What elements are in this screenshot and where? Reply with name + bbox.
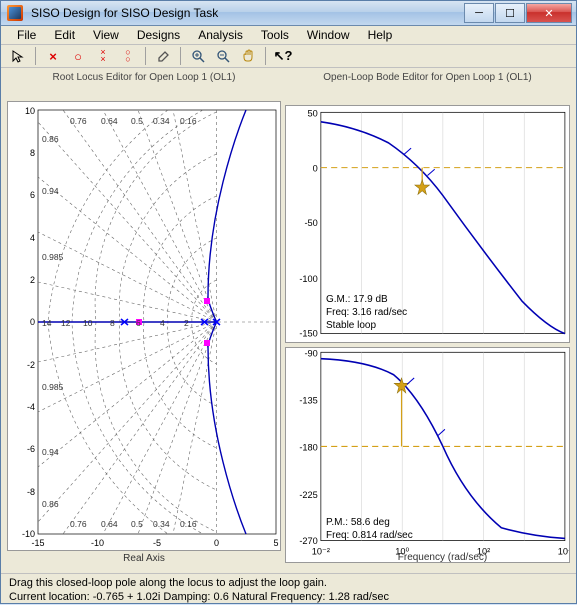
- menu-tools[interactable]: Tools: [253, 26, 297, 44]
- window-title: SISO Design for SISO Design Task: [29, 6, 464, 20]
- svg-text:4: 4: [160, 318, 165, 328]
- whats-this-icon[interactable]: ↖?: [272, 45, 294, 67]
- gm-annotation: G.M.: 17.9 dB Freq: 3.16 rad/sec Stable …: [326, 293, 407, 332]
- menu-view[interactable]: View: [85, 26, 127, 44]
- rl-xlabel: Real Axis: [8, 553, 280, 564]
- pan-tool-icon[interactable]: [237, 45, 259, 67]
- svg-text:-100: -100: [299, 274, 317, 284]
- svg-text:8: 8: [30, 148, 35, 158]
- pm-freq: Freq: 0.814 rad/sec: [326, 529, 413, 542]
- svg-text:0.94: 0.94: [42, 447, 59, 457]
- svg-text:4: 4: [30, 233, 35, 243]
- svg-text:0.34: 0.34: [153, 116, 170, 126]
- pm-value: P.M.: 58.6 deg: [326, 516, 413, 529]
- svg-text:-270: -270: [299, 535, 317, 546]
- svg-text:0.64: 0.64: [101, 519, 118, 529]
- svg-text:0.64: 0.64: [101, 116, 118, 126]
- menu-help[interactable]: Help: [360, 26, 401, 44]
- zoom-in-icon[interactable]: [187, 45, 209, 67]
- close-button[interactable]: ✕: [526, 3, 572, 23]
- svg-text:-8: -8: [27, 487, 35, 497]
- svg-text:0: 0: [30, 317, 35, 327]
- svg-text:-4: -4: [27, 402, 35, 412]
- menu-designs[interactable]: Designs: [129, 26, 188, 44]
- root-locus-title: Root Locus Editor for Open Loop 1 (OL1): [7, 72, 281, 85]
- root-locus-plot[interactable]: 1086 420 -2-4-6 -8-10 -15-10-5 05 0.760.…: [7, 101, 281, 551]
- svg-text:-150: -150: [299, 329, 317, 339]
- matlab-icon: [7, 5, 23, 21]
- add-complex-zero-icon[interactable]: ○○: [117, 45, 139, 67]
- menu-analysis[interactable]: Analysis: [190, 26, 251, 44]
- svg-text:50: 50: [308, 108, 318, 118]
- svg-text:0.86: 0.86: [42, 134, 59, 144]
- status-line2: Current location: -0.765 + 1.02i Damping…: [9, 590, 568, 604]
- svg-text:0.985: 0.985: [42, 382, 64, 392]
- status-bar: Drag this closed-loop pole along the loc…: [1, 573, 576, 603]
- svg-text:6: 6: [136, 318, 141, 328]
- bode-phase-plot[interactable]: -90-135-180 -225-270 10⁻²10⁰ 10²10⁴ P.M.…: [285, 347, 570, 563]
- svg-text:0.5: 0.5: [131, 116, 143, 126]
- svg-text:10: 10: [25, 106, 35, 116]
- svg-text:-15: -15: [31, 538, 44, 548]
- maximize-button[interactable]: ☐: [495, 3, 525, 23]
- svg-text:-135: -135: [299, 394, 317, 405]
- svg-text:-50: -50: [304, 218, 317, 228]
- zoom-out-icon[interactable]: [212, 45, 234, 67]
- svg-text:0.16: 0.16: [180, 519, 197, 529]
- bode-magnitude-plot[interactable]: 50 0 -50 -100 -150 G.M.: 17.9 dB Freq: 3.16…: [285, 105, 570, 343]
- svg-text:10: 10: [83, 318, 93, 328]
- svg-text:0.76: 0.76: [70, 116, 87, 126]
- content-area: Root Locus Editor for Open Loop 1 (OL1): [1, 68, 576, 573]
- bode-xlabel: Frequency (rad/sec): [320, 552, 565, 563]
- svg-text:-225: -225: [299, 489, 317, 500]
- svg-text:-180: -180: [299, 442, 317, 453]
- svg-text:0.5: 0.5: [131, 519, 143, 529]
- svg-text:14: 14: [42, 318, 52, 328]
- pointer-tool-icon[interactable]: [7, 45, 29, 67]
- add-zero-o-icon[interactable]: ○: [67, 45, 89, 67]
- add-complex-pole-icon[interactable]: ××: [92, 45, 114, 67]
- svg-text:2: 2: [184, 318, 189, 328]
- menu-file[interactable]: File: [9, 26, 44, 44]
- menu-edit[interactable]: Edit: [46, 26, 83, 44]
- svg-text:0: 0: [313, 163, 318, 173]
- svg-text:-6: -6: [27, 444, 35, 454]
- menu-window[interactable]: Window: [299, 26, 358, 44]
- menubar: File Edit View Designs Analysis Tools Wi…: [1, 26, 576, 45]
- svg-text:6: 6: [30, 190, 35, 200]
- gm-freq: Freq: 3.16 rad/sec: [326, 306, 407, 319]
- minimize-button[interactable]: ─: [464, 3, 494, 23]
- pm-annotation: P.M.: 58.6 deg Freq: 0.814 rad/sec: [326, 516, 413, 542]
- svg-text:0.76: 0.76: [70, 519, 87, 529]
- svg-text:-5: -5: [153, 538, 161, 548]
- svg-text:2: 2: [30, 275, 35, 285]
- svg-text:12: 12: [61, 318, 71, 328]
- add-pole-x-icon[interactable]: ×: [42, 45, 64, 67]
- svg-text:0.86: 0.86: [42, 499, 59, 509]
- toolbar: × ○ ×× ○○ ↖?: [1, 45, 576, 68]
- svg-text:-10: -10: [91, 538, 104, 548]
- titlebar[interactable]: SISO Design for SISO Design Task ─ ☐ ✕: [1, 1, 576, 26]
- svg-text:0.985: 0.985: [42, 252, 64, 262]
- status-line1: Drag this closed-loop pole along the loc…: [9, 576, 568, 590]
- svg-text:5: 5: [273, 538, 278, 548]
- svg-text:8: 8: [110, 318, 115, 328]
- bode-title: Open-Loop Bode Editor for Open Loop 1 (O…: [285, 72, 570, 85]
- svg-text:0: 0: [214, 538, 219, 548]
- svg-text:-2: -2: [27, 360, 35, 370]
- gm-value: G.M.: 17.9 dB: [326, 293, 407, 306]
- svg-text:0.34: 0.34: [153, 519, 170, 529]
- svg-text:-90: -90: [304, 348, 317, 359]
- svg-text:0.16: 0.16: [180, 116, 197, 126]
- svg-text:0.94: 0.94: [42, 186, 59, 196]
- app-window: SISO Design for SISO Design Task ─ ☐ ✕ F…: [0, 0, 577, 604]
- gm-stable: Stable loop: [326, 319, 407, 332]
- erase-tool-icon[interactable]: [152, 45, 174, 67]
